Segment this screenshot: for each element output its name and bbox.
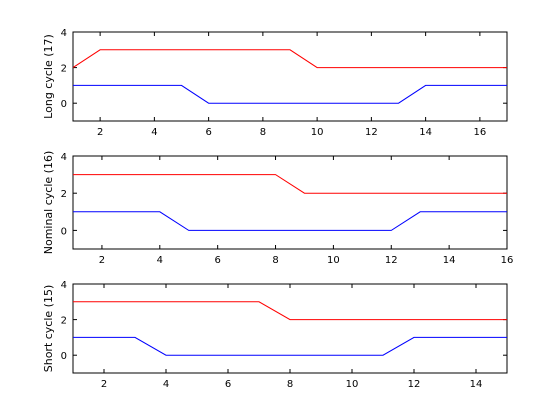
y-tick-label: 4	[61, 28, 67, 39]
series-line-2	[73, 84, 507, 104]
y-tick-label: 4	[61, 152, 67, 163]
y-tick-label: 0	[61, 351, 67, 362]
y-tick-label: 2	[61, 64, 67, 75]
x-tick-label: 4	[151, 127, 157, 138]
x-tick-label: 6	[225, 379, 231, 390]
x-tick-label: 8	[260, 127, 266, 138]
x-tick-label: 6	[205, 127, 211, 138]
series-line-2	[73, 211, 507, 231]
x-tick-label: 10	[327, 255, 340, 266]
x-tick-label: 2	[97, 127, 103, 138]
series-line-1	[73, 301, 507, 321]
plot-area	[72, 155, 508, 250]
series-line-1	[73, 174, 507, 194]
x-tick-label: 2	[101, 379, 107, 390]
y-axis-label: Nominal cycle (16)	[42, 151, 55, 255]
x-tick-label: 6	[214, 255, 220, 266]
x-tick-label: 4	[157, 255, 163, 266]
x-tick-label: 10	[311, 127, 324, 138]
x-tick-label: 8	[272, 255, 278, 266]
x-tick-label: 14	[470, 379, 483, 390]
y-tick-label: 2	[61, 189, 67, 200]
x-tick-label: 16	[474, 127, 487, 138]
subplot-1: 2 4 6 8 10 12 14 16 0 2 4 Long cycle (17)	[42, 28, 508, 138]
y-axis-label: Short cycle (15)	[42, 285, 55, 373]
x-tick-label: 2	[99, 255, 105, 266]
y-tick-label: 0	[61, 99, 67, 110]
x-tick-label: 16	[501, 255, 514, 266]
x-tick-label: 12	[408, 379, 421, 390]
x-tick-label: 8	[287, 379, 293, 390]
x-tick-label: 14	[443, 255, 456, 266]
y-axis-label: Long cycle (17)	[42, 34, 55, 119]
plot-area	[72, 283, 508, 374]
y-tick-label: 4	[61, 280, 67, 291]
series-line-2	[73, 336, 507, 356]
plot-area	[72, 31, 508, 122]
x-tick-label: 14	[419, 127, 432, 138]
subplot-3: 2 4 6 8 10 12 14 0 2 4 Short cycle (15)	[42, 280, 508, 390]
x-tick-label: 12	[365, 127, 378, 138]
subplot-2: 2 4 6 8 10 12 14 16 0 2 4 Nominal cycle (16)	[42, 151, 513, 266]
y-tick-label: 2	[61, 316, 67, 327]
y-tick-label: 0	[61, 226, 67, 237]
x-tick-label: 4	[163, 379, 169, 390]
x-tick-label: 10	[346, 379, 359, 390]
x-tick-label: 12	[385, 255, 398, 266]
series-line-1	[72, 49, 507, 69]
